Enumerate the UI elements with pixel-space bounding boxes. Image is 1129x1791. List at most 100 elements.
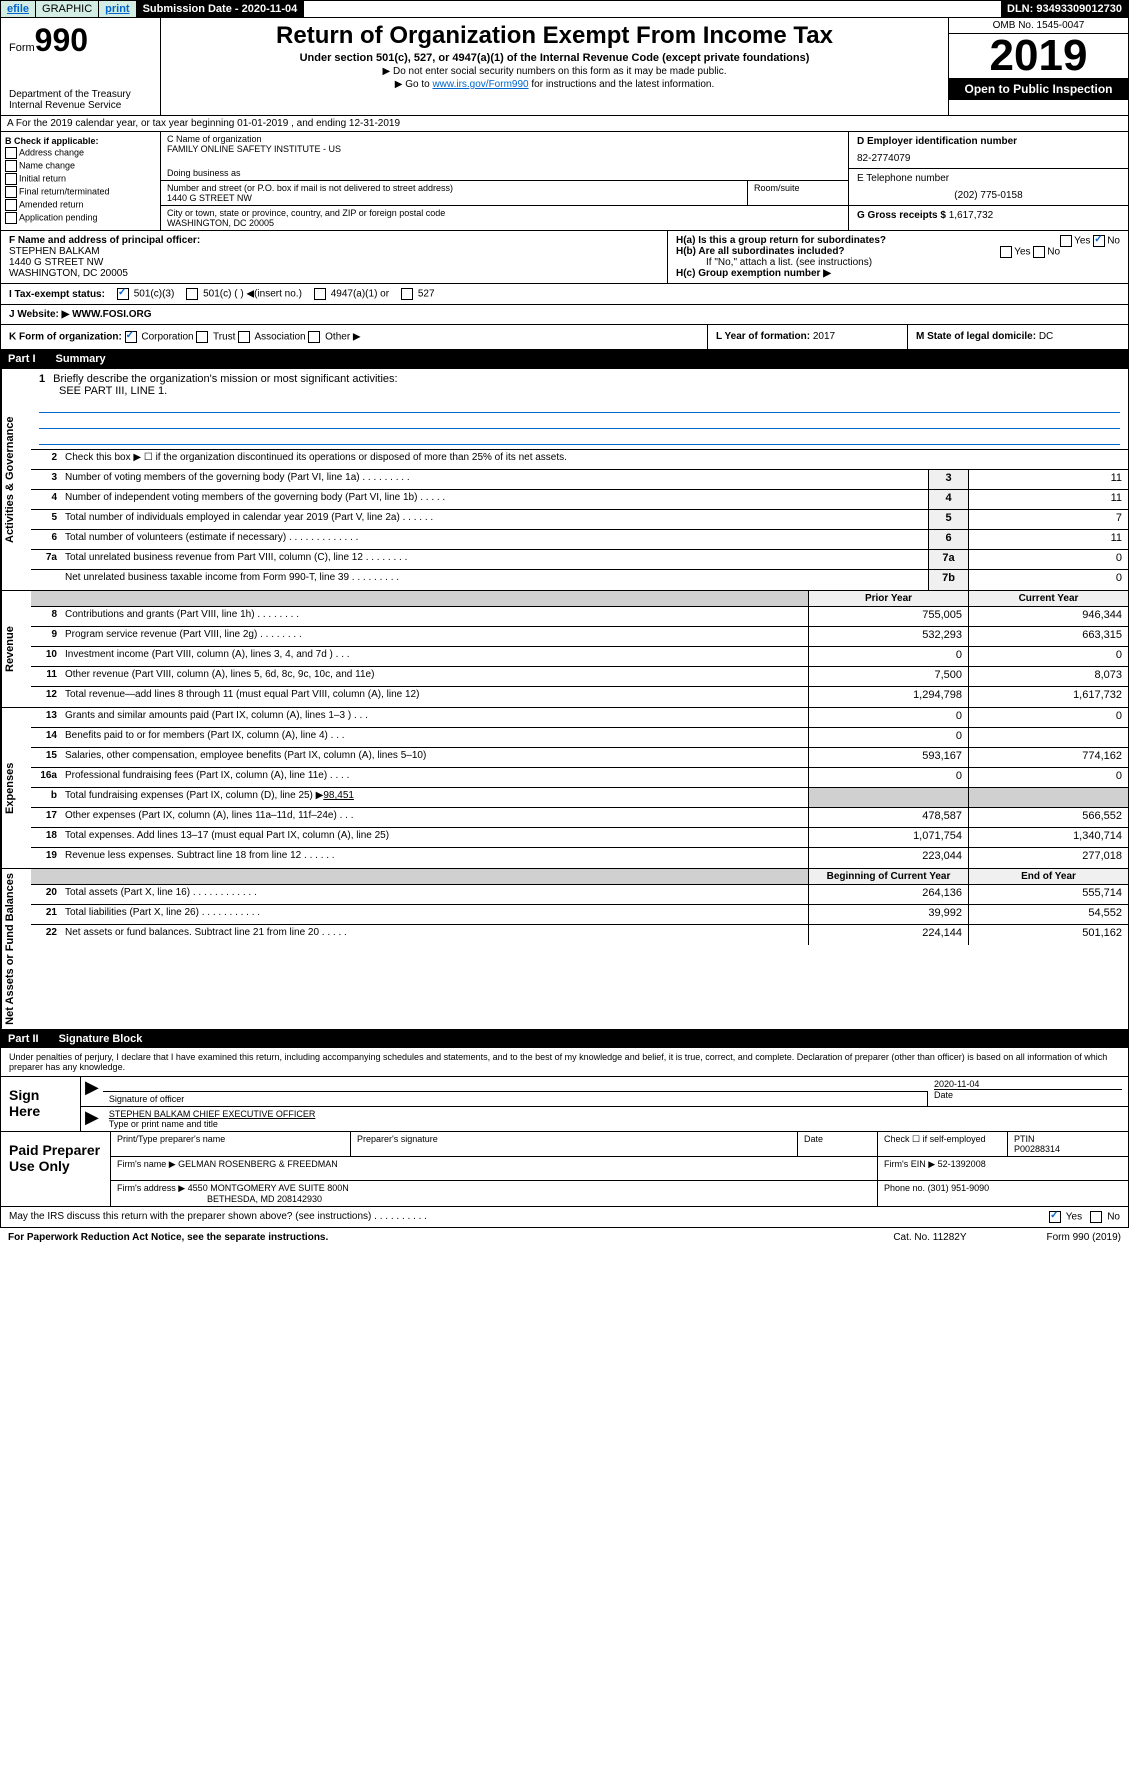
line-21: Total liabilities (Part X, line 26) . . …	[61, 905, 808, 924]
hb-hint: If "No," attach a list. (see instruction…	[676, 257, 1120, 268]
summary-governance: Activities & Governance 1Briefly describ…	[0, 368, 1129, 591]
col-b-checkboxes: B Check if applicable: Address change Na…	[1, 132, 161, 230]
f-addr2: WASHINGTON, DC 20005	[9, 268, 659, 279]
p10: 0	[808, 647, 968, 666]
p11: 7,500	[808, 667, 968, 686]
ptin-value: P00288314	[1014, 1144, 1122, 1154]
firm-ein-label: Firm's EIN ▶	[884, 1159, 935, 1169]
line-1-label: Briefly describe the organization's miss…	[53, 373, 397, 385]
paperwork-notice: For Paperwork Reduction Act Notice, see …	[8, 1232, 893, 1243]
vtab-governance: Activities & Governance	[1, 369, 31, 590]
hb-row: H(b) Are all subordinates included? Yes …	[676, 246, 1120, 257]
line-14: Benefits paid to or for members (Part IX…	[61, 728, 808, 747]
c22: 501,162	[968, 925, 1128, 945]
sig-date: 2020-11-04	[934, 1079, 1122, 1089]
c18: 1,340,714	[968, 828, 1128, 847]
p14: 0	[808, 728, 968, 747]
arrow-icon: ▶	[81, 1077, 103, 1106]
self-employed-check[interactable]: Check ☐ if self-employed	[878, 1132, 1008, 1156]
col-d-ein: D Employer identification number 82-2774…	[848, 132, 1128, 230]
org-name-label: C Name of organization	[167, 134, 842, 144]
cb-initial[interactable]: Initial return	[5, 173, 156, 185]
status-row: I Tax-exempt status: 501(c)(3) 501(c) ( …	[0, 284, 1129, 305]
p8: 755,005	[808, 607, 968, 626]
officer-name: STEPHEN BALKAM CHIEF EXECUTIVE OFFICER	[109, 1109, 1122, 1119]
sign-here-section: Sign Here ▶ Signature of officer 2020-11…	[0, 1077, 1129, 1132]
gross-value: 1,617,732	[949, 210, 994, 221]
cb-final[interactable]: Final return/terminated	[5, 186, 156, 198]
room-label: Room/suite	[748, 181, 848, 205]
form-number: 990	[35, 22, 88, 58]
cb-name-change[interactable]: Name change	[5, 160, 156, 172]
tax-year: 2019	[949, 34, 1128, 78]
line-11: Other revenue (Part VIII, column (A), li…	[61, 667, 808, 686]
topbar: efile GRAPHIC print Submission Date - 20…	[0, 0, 1129, 18]
phone-label: E Telephone number	[857, 173, 1120, 184]
summary-net-assets: Net Assets or Fund Balances Beginning of…	[0, 869, 1129, 1030]
hc-row: H(c) Group exemption number ▶	[676, 268, 1120, 279]
cb-pending[interactable]: Application pending	[5, 212, 156, 224]
c8: 946,344	[968, 607, 1128, 626]
vtab-revenue: Revenue	[1, 591, 31, 707]
line-20: Total assets (Part X, line 16) . . . . .…	[61, 885, 808, 904]
firm-addr-label: Firm's address ▶	[117, 1183, 185, 1193]
line-7a: Total unrelated business revenue from Pa…	[61, 550, 928, 569]
firm-name: GELMAN ROSENBERG & FREEDMAN	[178, 1159, 338, 1169]
summary-revenue: Revenue Prior YearCurrent Year 8Contribu…	[0, 591, 1129, 708]
ptin-label: PTIN	[1014, 1134, 1122, 1144]
c17: 566,552	[968, 808, 1128, 827]
line-10: Investment income (Part VIII, column (A)…	[61, 647, 808, 666]
p20: 264,136	[808, 885, 968, 904]
graphic-button[interactable]: GRAPHIC	[36, 1, 99, 17]
klm-row: K Form of organization: Corporation Trus…	[0, 325, 1129, 350]
irs-link[interactable]: www.irs.gov/Form990	[432, 79, 528, 90]
k-form-org: K Form of organization: Corporation Trus…	[1, 325, 708, 349]
firm-ein: 52-1392008	[938, 1159, 986, 1169]
paid-preparer-label: Paid Preparer Use Only	[1, 1132, 111, 1206]
vtab-expenses: Expenses	[1, 708, 31, 868]
efile-link[interactable]: efile	[1, 1, 36, 17]
line-12: Total revenue—add lines 8 through 11 (mu…	[61, 687, 808, 707]
line-5: Total number of individuals employed in …	[61, 510, 928, 529]
p21: 39,992	[808, 905, 968, 924]
cb-amended[interactable]: Amended return	[5, 199, 156, 211]
col-end-year: End of Year	[968, 869, 1128, 884]
preparer-sig-label: Preparer's signature	[351, 1132, 798, 1156]
sig-officer-label: Signature of officer	[103, 1091, 928, 1106]
print-link[interactable]: print	[99, 1, 136, 17]
submission-date: Submission Date - 2020-11-04	[137, 1, 305, 17]
perjury-text: Under penalties of perjury, I declare th…	[0, 1048, 1129, 1077]
main-info-block: B Check if applicable: Address change Na…	[0, 132, 1129, 231]
p16a: 0	[808, 768, 968, 787]
f-label: F Name and address of principal officer:	[9, 235, 659, 246]
line-3: Number of voting members of the governin…	[61, 470, 928, 489]
org-name: FAMILY ONLINE SAFETY INSTITUTE - US	[167, 144, 842, 154]
cat-no: Cat. No. 11282Y	[893, 1232, 966, 1243]
line-16b: Total fundraising expenses (Part IX, col…	[61, 788, 808, 807]
f-name: STEPHEN BALKAM	[9, 246, 659, 257]
line-1-text: SEE PART III, LINE 1.	[39, 385, 1120, 397]
c11: 8,073	[968, 667, 1128, 686]
m-state: M State of legal domicile: DC	[908, 325, 1128, 349]
line-2: Check this box ▶ ☐ if the organization d…	[61, 450, 1128, 469]
hint-link: ▶ Go to www.irs.gov/Form990 for instruct…	[165, 79, 944, 90]
type-name-label: Type or print name and title	[109, 1119, 1122, 1129]
form-header: Form990 Department of the Treasury Inter…	[0, 18, 1129, 116]
line-17: Other expenses (Part IX, column (A), lin…	[61, 808, 808, 827]
form-subtitle: Under section 501(c), 527, or 4947(a)(1)…	[165, 52, 944, 64]
cb-addr-change[interactable]: Address change	[5, 147, 156, 159]
dept-treasury: Department of the Treasury	[9, 89, 152, 100]
c19: 277,018	[968, 848, 1128, 868]
val-5: 7	[968, 510, 1128, 529]
c20: 555,714	[968, 885, 1128, 904]
paid-phone-label: Phone no.	[884, 1183, 925, 1193]
c14	[968, 728, 1128, 747]
ha-row: H(a) Is this a group return for subordin…	[676, 235, 1120, 246]
col-prior-year: Prior Year	[808, 591, 968, 606]
dba-label: Doing business as	[167, 168, 842, 178]
c15: 774,162	[968, 748, 1128, 767]
discuss-row: May the IRS discuss this return with the…	[0, 1207, 1129, 1228]
dept-irs: Internal Revenue Service	[9, 100, 152, 111]
c16a: 0	[968, 768, 1128, 787]
p17: 478,587	[808, 808, 968, 827]
